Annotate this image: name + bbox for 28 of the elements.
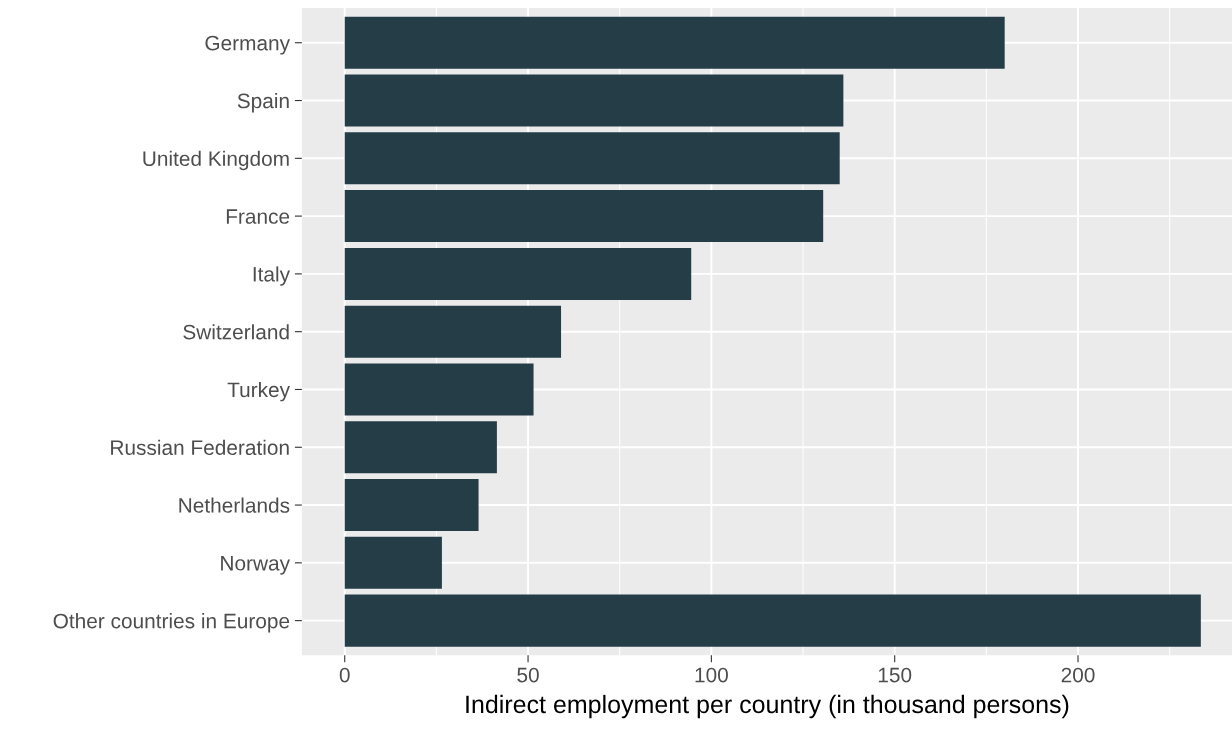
y-tick-label: Russian Federation <box>111 439 289 456</box>
bar <box>344 247 692 300</box>
y-tick-label: Other countries in Europe <box>53 613 290 633</box>
x-tick-label: 150 <box>878 667 912 683</box>
bar <box>344 363 534 416</box>
bar <box>344 594 1201 647</box>
y-tick-label: United Kingdom <box>143 150 289 171</box>
bar <box>344 421 497 474</box>
bar <box>344 132 840 185</box>
bar <box>344 16 1005 69</box>
x-tick-label: 0 <box>339 667 350 683</box>
bar <box>344 479 479 532</box>
y-tick-label: Netherlands <box>179 497 290 513</box>
y-tick-label: Norway <box>221 556 290 575</box>
y-tick-label: Germany <box>205 35 290 55</box>
y-tick-label: Italy <box>253 266 290 286</box>
y-tick-label: Switzerland <box>183 324 289 340</box>
x-axis-title: Indirect employment per country (in thousand persons) <box>466 694 1069 719</box>
y-tick-label: France <box>226 209 290 224</box>
x-tick-label: 100 <box>695 667 728 683</box>
bar <box>344 305 562 358</box>
y-tick-label: Spain <box>237 92 289 113</box>
bar <box>344 190 824 243</box>
y-tick-label: Turkey <box>227 381 290 402</box>
bar <box>344 74 844 127</box>
x-tick-label: 50 <box>517 667 539 683</box>
x-tick-label: 200 <box>1061 667 1095 683</box>
bar <box>344 536 442 589</box>
